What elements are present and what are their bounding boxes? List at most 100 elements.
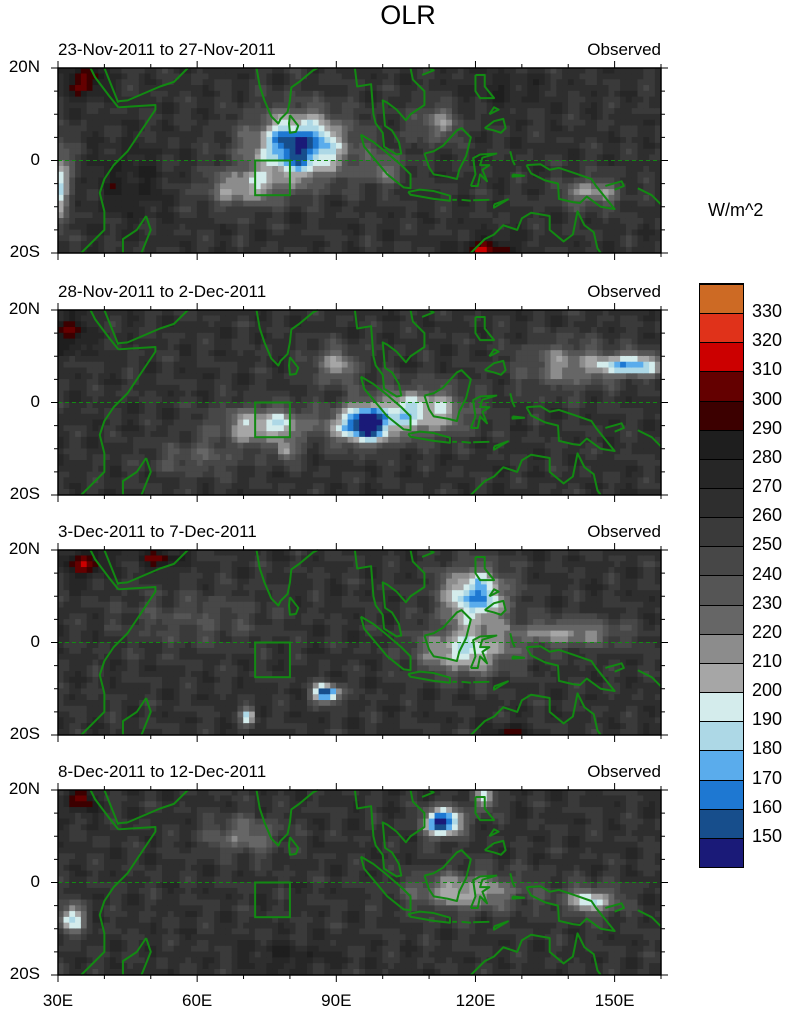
olr-cell bbox=[527, 246, 534, 254]
olr-cell bbox=[283, 241, 291, 248]
olr-cell bbox=[127, 465, 134, 473]
olr-cell bbox=[150, 442, 157, 450]
olr-cell bbox=[63, 241, 70, 248]
olr-cell bbox=[98, 131, 105, 138]
olr-cell bbox=[63, 102, 70, 109]
olr-cell bbox=[272, 309, 279, 317]
olr-cell bbox=[353, 85, 360, 92]
olr-cell bbox=[243, 90, 250, 98]
olr-cell bbox=[608, 165, 615, 173]
olr-cell bbox=[127, 212, 134, 219]
olr-cell bbox=[237, 488, 244, 496]
olr-cell bbox=[63, 454, 70, 461]
olr-cell bbox=[86, 108, 94, 115]
olr-cell bbox=[156, 448, 163, 455]
olr-cell bbox=[208, 407, 215, 415]
olr-cell bbox=[579, 200, 586, 208]
olr-cell bbox=[150, 142, 157, 150]
olr-cell bbox=[266, 327, 273, 334]
olr-cell bbox=[486, 79, 494, 86]
olr-cell bbox=[104, 154, 111, 161]
olr-cell bbox=[422, 73, 430, 80]
olr-cell bbox=[237, 113, 244, 121]
colorbar-swatch bbox=[700, 487, 743, 518]
olr-cell bbox=[527, 206, 534, 213]
olr-cell bbox=[92, 194, 99, 202]
olr-cell bbox=[602, 119, 610, 127]
olr-cell bbox=[289, 85, 297, 92]
olr-cell bbox=[121, 373, 128, 380]
olr-cell bbox=[220, 131, 227, 138]
olr-cell bbox=[272, 67, 279, 75]
olr-cell bbox=[301, 235, 308, 242]
olr-cell bbox=[249, 96, 256, 103]
olr-cell bbox=[295, 85, 302, 92]
olr-cell bbox=[376, 241, 383, 248]
olr-cell bbox=[614, 67, 621, 75]
olr-cell bbox=[138, 465, 146, 473]
olr-cell bbox=[57, 419, 65, 426]
olr-cell bbox=[185, 390, 192, 398]
olr-cell bbox=[278, 119, 285, 127]
olr-cell bbox=[527, 113, 534, 121]
olr-cell bbox=[434, 79, 441, 86]
olr-cell bbox=[492, 177, 499, 184]
olr-cell bbox=[388, 73, 395, 80]
olr-cell bbox=[533, 137, 540, 144]
olr-cell bbox=[585, 183, 592, 190]
olr-cell bbox=[440, 102, 447, 109]
olr-cell bbox=[422, 241, 430, 248]
olr-cell bbox=[556, 246, 563, 254]
axis-ticks bbox=[51, 61, 668, 260]
olr-cell bbox=[544, 206, 552, 213]
olr-cell bbox=[417, 113, 424, 121]
olr-cell bbox=[167, 465, 175, 473]
olr-cell bbox=[266, 183, 273, 190]
olr-cell bbox=[104, 189, 111, 196]
olr-cell bbox=[283, 142, 291, 150]
olr-cell bbox=[86, 454, 94, 461]
olr-cell bbox=[643, 96, 650, 103]
olr-cell bbox=[115, 102, 123, 109]
olr-cell bbox=[295, 390, 302, 398]
olr-cell bbox=[231, 454, 239, 461]
olr-cell bbox=[330, 160, 337, 167]
olr-cell bbox=[237, 454, 244, 461]
olr-cell bbox=[353, 148, 360, 156]
olr-cell bbox=[173, 154, 181, 161]
olr-cell bbox=[295, 327, 302, 334]
olr-cell bbox=[556, 137, 563, 144]
olr-cell bbox=[266, 471, 273, 478]
olr-cell bbox=[196, 350, 204, 357]
olr-cell bbox=[104, 142, 111, 150]
olr-cell bbox=[237, 390, 244, 398]
olr-cell bbox=[364, 246, 372, 254]
olr-cell bbox=[162, 177, 169, 184]
olr-cell bbox=[162, 332, 169, 340]
olr-cell bbox=[446, 235, 453, 242]
olr-cell bbox=[393, 85, 401, 92]
olr-cell bbox=[336, 229, 343, 236]
olr-cell bbox=[225, 379, 233, 386]
olr-cell bbox=[133, 73, 140, 80]
olr-cell bbox=[272, 154, 279, 161]
olr-cell bbox=[63, 246, 70, 254]
olr-cell bbox=[446, 189, 453, 196]
olr-cell bbox=[515, 183, 523, 190]
olr-cell bbox=[202, 142, 210, 150]
olr-cell bbox=[121, 350, 128, 357]
olr-cell bbox=[393, 194, 401, 202]
olr-cell bbox=[92, 102, 99, 109]
olr-cell bbox=[359, 235, 366, 242]
olr-cell bbox=[98, 390, 105, 398]
coastline bbox=[474, 73, 496, 100]
olr-cell bbox=[121, 177, 128, 184]
olr-cell bbox=[388, 142, 395, 150]
olr-cell bbox=[272, 373, 279, 380]
colorbar-swatch bbox=[700, 575, 743, 605]
olr-cell bbox=[341, 218, 349, 225]
olr-cell bbox=[225, 241, 233, 248]
olr-cell bbox=[411, 165, 418, 173]
olr-cell bbox=[214, 218, 221, 225]
olr-cell bbox=[504, 246, 511, 254]
